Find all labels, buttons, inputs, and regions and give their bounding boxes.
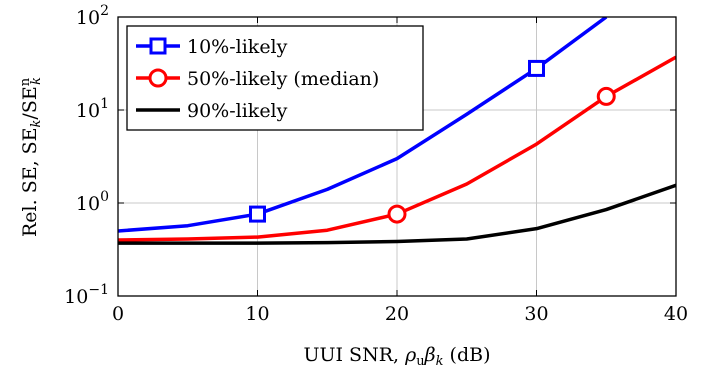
series-marker-1 (249, 205, 266, 223)
x-axis-label-sub-k: k (436, 354, 444, 369)
y-axis-label-sub-k1: k (29, 119, 44, 127)
legend-marker-2 (148, 68, 168, 88)
legend-marker-1 (149, 37, 167, 55)
legend: 10%-likely 50%-likely (median) 90%-likely (126, 25, 424, 131)
x-axis-label-text-1: UUI SNR, (303, 344, 405, 366)
y-axis-label-text-1: Rel. SE, SE (19, 127, 41, 237)
x-tick-label: 20 (385, 303, 409, 325)
y-axis-label: Rel. SE, SEk/SEnk (18, 77, 44, 237)
legend-label-2: 50%-likely (median) (187, 68, 379, 90)
series-marker-1 (528, 59, 545, 77)
y-tick-label: 102 (76, 3, 109, 29)
x-axis-label: UUI SNR, ρuβk (dB) (303, 344, 490, 369)
y-axis-label-sub-k2: k (29, 77, 44, 85)
y-tick-label: 10−1 (64, 282, 109, 308)
y-tick-label: 100 (76, 189, 109, 215)
x-tick-label: 0 (112, 303, 124, 325)
x-axis-label-rho: ρ (404, 344, 417, 366)
plot-series (118, 17, 676, 245)
series-line-3 (118, 183, 676, 245)
axis-ticks: 0 10 20 30 40 10−1 100 101 102 (64, 3, 688, 325)
y-tick-label: 101 (76, 96, 109, 122)
x-axis-label-beta: β (424, 344, 436, 366)
x-tick-label: 40 (664, 303, 688, 325)
x-tick-label: 10 (245, 303, 269, 325)
y-axis-label-sup-n: n (18, 77, 33, 86)
series-group (118, 17, 676, 245)
series-marker-2 (596, 86, 616, 106)
x-tick-label: 30 (524, 303, 548, 325)
legend-label-1: 10%-likely (187, 36, 288, 58)
series-marker-2 (387, 204, 407, 224)
y-axis-label-slash: /SE (19, 86, 41, 119)
series-line-1 (118, 17, 608, 233)
legend-label-3: 90%-likely (187, 100, 288, 122)
x-axis-label-sub-u: u (416, 354, 424, 369)
x-axis-label-unit: (dB) (444, 344, 491, 366)
